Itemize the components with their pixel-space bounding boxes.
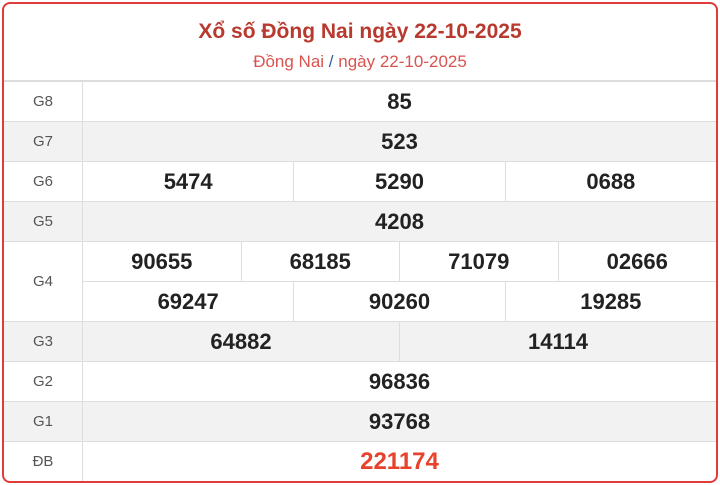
prize-number: 85 xyxy=(82,81,716,122)
row-g7: G7 523 xyxy=(4,121,716,162)
breadcrumb-province[interactable]: Đồng Nai xyxy=(253,52,325,71)
row-g5: G5 4208 xyxy=(4,201,716,242)
prize-label: G4 xyxy=(4,241,83,322)
row-g6: G6 5474 5290 0688 xyxy=(4,161,716,202)
prize-number: 4208 xyxy=(82,201,716,242)
prize-number: 64882 xyxy=(210,328,272,354)
results-table: G8 85 G7 523 G6 5474 5290 0688 G5 4208 G4 9… xyxy=(4,81,716,481)
row-g3: G3 64882 14114 xyxy=(4,321,716,362)
prize-number: 71079 xyxy=(399,242,558,281)
prize-label: G2 xyxy=(4,361,83,402)
row-g4: G4 90655 68185 71079 02666 xyxy=(4,241,717,322)
prize-number: 68185 xyxy=(240,242,400,281)
header: Xổ số Đồng Nai ngày 22-10-2025 Đồng Nai … xyxy=(4,4,716,81)
prize-number: 19285 xyxy=(504,282,716,321)
row-g1: G1 93768 xyxy=(4,401,716,442)
prize-number: 96836 xyxy=(82,361,716,402)
prize-number: 93768 xyxy=(82,401,716,442)
page-title: Xổ số Đồng Nai ngày 22-10-2025 xyxy=(198,20,522,43)
prize-number: 90655 xyxy=(131,248,193,274)
breadcrumb: Đồng Nai / ngày 22-10-2025 xyxy=(4,52,716,72)
breadcrumb-separator: / xyxy=(328,52,334,71)
prize-number: 90260 xyxy=(293,282,504,321)
prize-label: G5 xyxy=(4,201,83,242)
prize-label: G7 xyxy=(4,121,83,162)
prize-label: G1 xyxy=(4,401,83,442)
prize-label: G3 xyxy=(4,321,83,362)
prize-number: 02666 xyxy=(557,242,717,281)
row-g8: G8 85 xyxy=(4,81,716,122)
prize-label: G6 xyxy=(4,161,83,202)
prize-number: 69247 xyxy=(157,288,219,314)
prize-number: 14114 xyxy=(399,322,716,361)
breadcrumb-date: ngày 22-10-2025 xyxy=(338,52,467,71)
prize-label: G8 xyxy=(4,81,83,122)
prize-label: ĐB xyxy=(4,441,83,481)
prize-number: 5290 xyxy=(293,162,504,201)
prize-number: 5474 xyxy=(163,168,213,194)
row-g2: G2 96836 xyxy=(4,361,716,402)
row-g4b: 69247 90260 19285 xyxy=(4,281,716,322)
row-db: ĐB 221174 xyxy=(4,441,716,481)
special-prize-number: 221174 xyxy=(82,441,716,481)
prize-number: 0688 xyxy=(504,162,716,201)
prize-number: 523 xyxy=(82,121,716,162)
